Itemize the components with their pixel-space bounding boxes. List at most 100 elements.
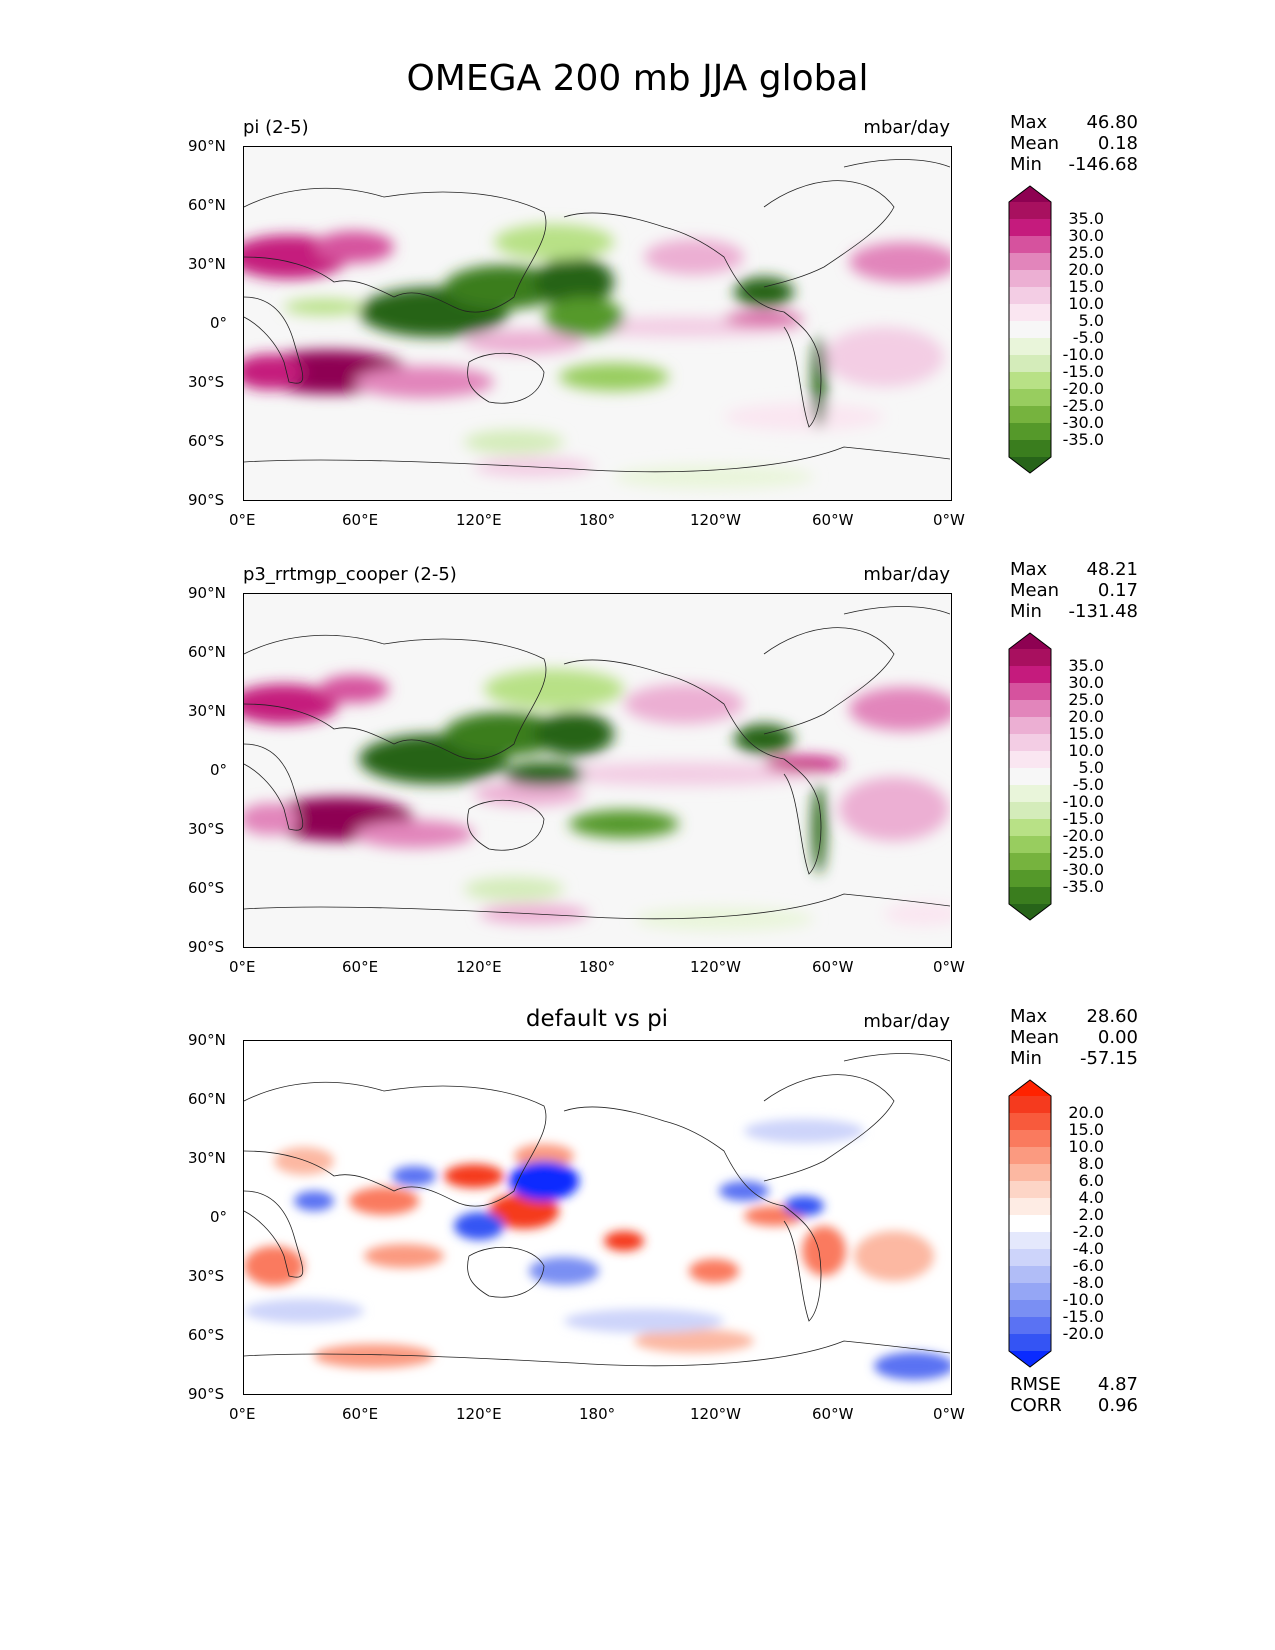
stat-rmse: RMSE 4.87 <box>1010 1374 1138 1395</box>
colorbar-segment <box>1009 836 1051 854</box>
x-tick-label: 0°E <box>229 1405 256 1423</box>
colorbar-segment <box>1009 389 1051 407</box>
colorbar-segment <box>1009 372 1051 390</box>
y-tick-label: 60°S <box>188 1326 225 1344</box>
colorbar-tick-label: 5.0 <box>1078 311 1104 330</box>
x-tick-label: 120°W <box>690 958 741 976</box>
colorbar-tick-label: 20.0 <box>1068 260 1104 279</box>
colorbar-tick-label: 20.0 <box>1068 1103 1104 1122</box>
colorbar-tick-label: 25.0 <box>1068 690 1104 709</box>
colorbar-segment <box>1009 751 1051 769</box>
panel-3-field <box>244 1053 950 1380</box>
colorbar-segment <box>1009 355 1051 373</box>
colorbar-tick-label: 4.0 <box>1078 1188 1104 1207</box>
panel-1-colorbar: 35.0 30.0 25.0 20.0 15.0 10.0 5.0 -5.0 -10.0 -15.… <box>1008 185 1104 474</box>
colorbar-tick-label: -20.0 <box>1062 379 1104 398</box>
y-tick-label: 90°S <box>188 938 225 956</box>
colorbar-segment <box>1009 202 1051 220</box>
colorbar-segment <box>1009 819 1051 837</box>
x-tick-label: 120°W <box>690 511 741 529</box>
colorbar-segment <box>1009 853 1051 871</box>
colorbar-tick-label: 20.0 <box>1068 707 1104 726</box>
colorbar-tick-label: 10.0 <box>1068 1137 1104 1156</box>
colorbar-tick-label: 35.0 <box>1068 209 1104 228</box>
colorbar-tick-label: -15.0 <box>1062 1307 1104 1326</box>
colorbar-segment <box>1009 1300 1051 1318</box>
colorbar-tick-label: -15.0 <box>1062 809 1104 828</box>
stat-max: Max 46.80 <box>1010 112 1138 133</box>
stat-max: Max 28.60 <box>1010 1006 1138 1027</box>
y-tick-label: 60°S <box>188 432 225 450</box>
panel-2-colorbar: 35.0 30.0 25.0 20.0 15.0 10.0 5.0 -5.0 -10.0 -15.… <box>1008 632 1104 921</box>
stat-mean: Mean 0.00 <box>1010 1027 1138 1048</box>
x-tick-label: 0°W <box>933 1405 965 1423</box>
y-tick-label: 0° <box>210 314 228 332</box>
panel-3-stats: Max 28.60 Mean 0.00 Min -57.15 <box>1010 1006 1138 1069</box>
colorbar-segment <box>1009 287 1051 305</box>
y-tick-label: 0° <box>210 761 228 779</box>
colorbar-segment <box>1009 1266 1051 1284</box>
y-tick-label: 90°N <box>188 137 226 155</box>
colorbar-tick-label: -5.0 <box>1072 328 1104 347</box>
colorbar-tick-label: 30.0 <box>1068 673 1104 692</box>
y-tick-label: 30°S <box>188 373 225 391</box>
colorbar-tick-label: 8.0 <box>1078 1154 1104 1173</box>
colorbar-segment <box>1009 304 1051 322</box>
colorbar-extend-max <box>1009 633 1051 649</box>
colorbar-segment <box>1009 802 1051 820</box>
y-tick-label: 90°N <box>188 584 226 602</box>
colorbar-segment <box>1009 1317 1051 1335</box>
panel-1-map <box>243 146 952 501</box>
y-tick-label: 0° <box>210 1208 228 1226</box>
colorbar-tick-label: 6.0 <box>1078 1171 1104 1190</box>
y-tick-label: 30°S <box>188 820 225 838</box>
colorbar-graphic <box>1008 632 1052 921</box>
colorbar-segment <box>1009 1249 1051 1267</box>
colorbar-segment <box>1009 683 1051 701</box>
y-tick-label: 90°S <box>188 491 225 509</box>
colorbar-segment <box>1009 440 1051 458</box>
y-tick-label: 60°N <box>188 196 226 214</box>
colorbar-tick-label: -5.0 <box>1072 775 1104 794</box>
colorbar-tick-label: -4.0 <box>1072 1239 1104 1258</box>
colorbar-extend-min <box>1009 1351 1051 1367</box>
colorbar-segment <box>1009 1334 1051 1352</box>
stat-corr: CORR 0.96 <box>1010 1395 1138 1416</box>
colorbar-segment <box>1009 253 1051 271</box>
stat-mean: Mean 0.17 <box>1010 580 1138 601</box>
panel-2-coastlines <box>244 606 950 920</box>
x-tick-label: 180° <box>579 511 616 529</box>
colorbar-segment <box>1009 700 1051 718</box>
colorbar-segment <box>1009 338 1051 356</box>
panel-2-stats: Max 48.21 Mean 0.17 Min -131.48 <box>1010 559 1138 622</box>
panel-3-units: mbar/day <box>863 1011 950 1032</box>
x-tick-label: 60°W <box>812 1405 854 1423</box>
colorbar-tick-label: -15.0 <box>1062 362 1104 381</box>
y-tick-label: 60°S <box>188 879 225 897</box>
colorbar-segment <box>1009 1130 1051 1148</box>
panel-1-stats: Max 46.80 Mean 0.18 Min -146.68 <box>1010 112 1138 175</box>
y-tick-label: 60°N <box>188 643 226 661</box>
x-tick-label: 60°E <box>342 511 379 529</box>
colorbar-segment <box>1009 666 1051 684</box>
y-tick-label: 90°N <box>188 1031 226 1049</box>
colorbar-graphic <box>1008 185 1052 474</box>
colorbar-tick-label: 15.0 <box>1068 277 1104 296</box>
colorbar-tick-label: -10.0 <box>1062 345 1104 364</box>
x-tick-label: 120°E <box>456 958 502 976</box>
colorbar-tick-label: -25.0 <box>1062 843 1104 862</box>
colorbar-segment <box>1009 887 1051 905</box>
x-tick-label: 60°W <box>812 958 854 976</box>
x-tick-label: 60°W <box>812 511 854 529</box>
colorbar-tick-label: -20.0 <box>1062 1324 1104 1343</box>
x-tick-label: 0°E <box>229 958 256 976</box>
colorbar-extend-min <box>1009 457 1051 473</box>
stat-min: Min -57.15 <box>1010 1048 1138 1069</box>
colorbar-segment <box>1009 768 1051 786</box>
colorbar-segment <box>1009 1198 1051 1216</box>
colorbar-segment <box>1009 1164 1051 1182</box>
y-tick-label: 60°N <box>188 1090 226 1108</box>
panel-1-coastlines <box>244 159 950 473</box>
colorbar-extend-max <box>1009 1080 1051 1096</box>
colorbar-segment <box>1009 870 1051 888</box>
